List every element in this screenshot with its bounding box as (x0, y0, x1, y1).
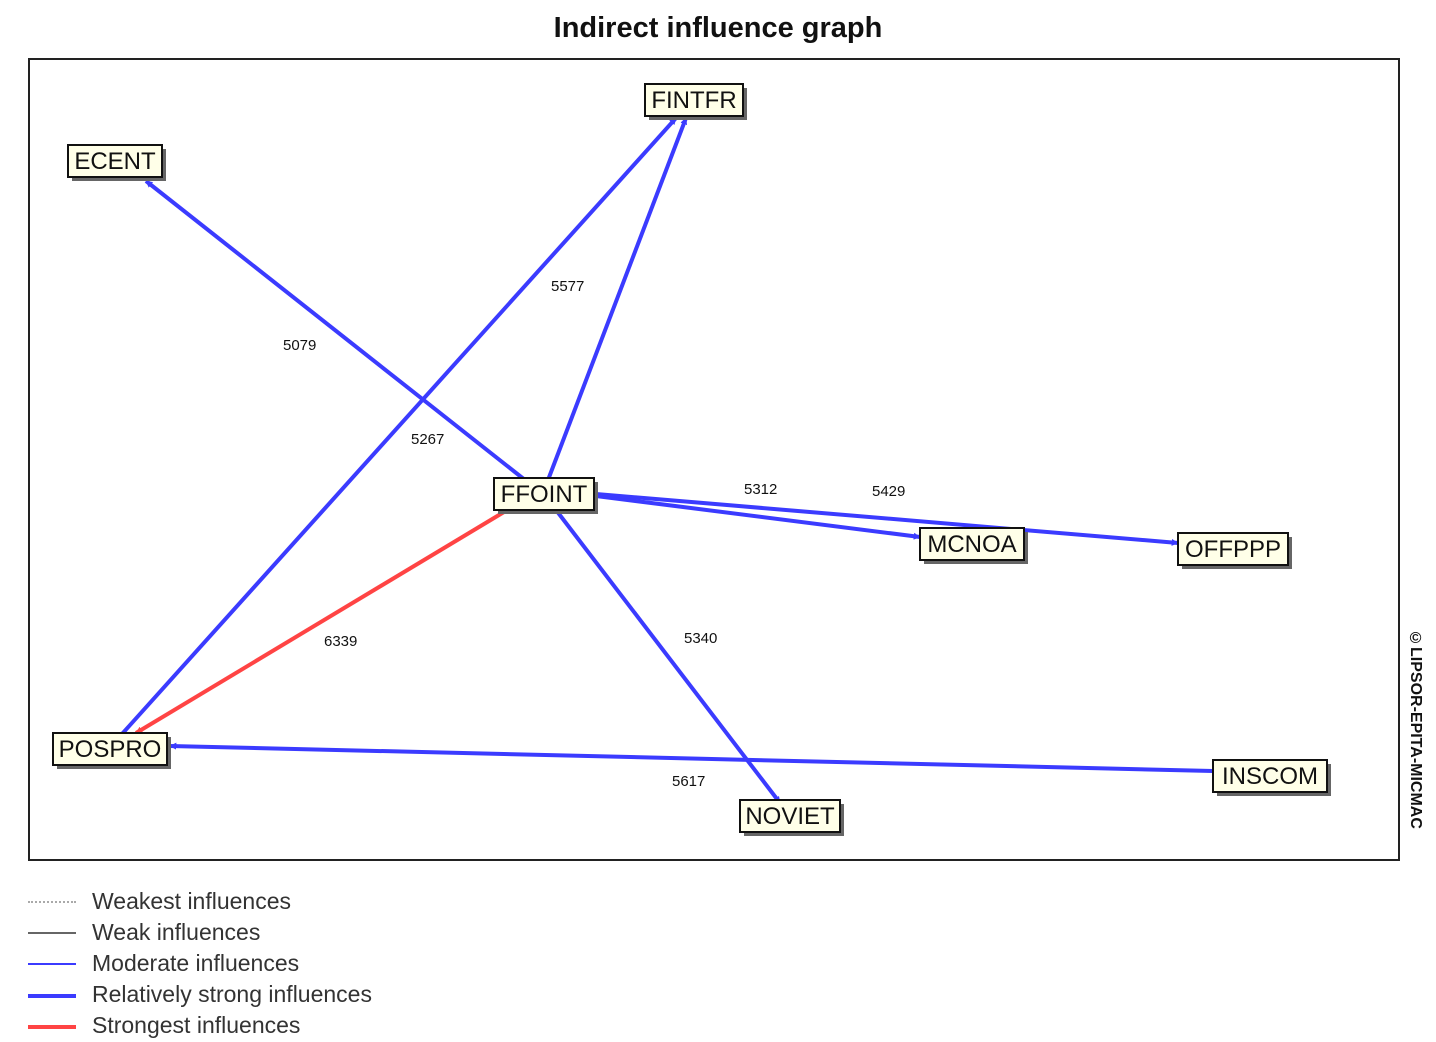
edges-layer (120, 116, 1214, 805)
node-noviet: NOVIET (739, 799, 844, 836)
node-label: POSPRO (59, 736, 162, 763)
node-box (1212, 759, 1328, 793)
edge-labels-layer: 5079 5267 5577 5312 5429 5340 6339 5617 (283, 278, 905, 790)
node-box (919, 527, 1025, 561)
edge-inscom-to-pospro (169, 742, 1214, 773)
edge-label: 5312 (744, 481, 777, 498)
copyright-watermark: ©LIPSOR-EPITA-MICMAC (1407, 630, 1424, 829)
edge-ffoint-to-ecent (144, 179, 527, 482)
node-label: FFOINT (501, 481, 588, 508)
legend-label: Moderate influences (92, 950, 300, 976)
edge-label: 5617 (672, 773, 705, 790)
edge-label: 6339 (324, 633, 357, 650)
legend-label: Strongest influences (92, 1012, 301, 1038)
node-box (1177, 532, 1289, 566)
legend-line-weak (28, 932, 76, 934)
node-label: OFFPPP (1185, 536, 1281, 563)
node-inscom: INSCOM (1212, 759, 1331, 796)
graph-title: Indirect influence graph (553, 12, 883, 44)
node-label: ECENT (74, 148, 156, 175)
node-ffoint: FFOINT (493, 477, 598, 514)
node-box (644, 83, 744, 117)
node-box (52, 732, 168, 766)
node-ecent: ECENT (67, 144, 166, 181)
edge-pospro-to-fintfr (120, 116, 678, 736)
node-label: FINTFR (651, 87, 736, 114)
node-pospro: POSPRO (52, 732, 171, 769)
edge-label: 5429 (872, 483, 905, 500)
edge-label: 5577 (551, 278, 584, 295)
legend-line-relatively-strong (28, 994, 76, 998)
edge-ffoint-to-pospro (134, 510, 506, 735)
node-label: NOVIET (745, 803, 835, 830)
node-box (739, 799, 841, 833)
node-box (493, 477, 595, 511)
legend-line-strongest (28, 1025, 76, 1029)
node-label: MCNOA (927, 531, 1016, 558)
legend-line-moderate (28, 963, 76, 965)
edge-ffoint-to-offppp (595, 492, 1179, 546)
node-mcnoa: MCNOA (919, 527, 1028, 564)
node-label: INSCOM (1222, 763, 1318, 790)
edge-ffoint-to-noviet (554, 508, 782, 805)
legend-label: Weakest influences (92, 888, 292, 914)
node-offppp: OFFPPP (1177, 532, 1292, 569)
legend-label: Weak influences (92, 919, 261, 945)
legend-line-weakest (28, 901, 76, 903)
legend-label: Relatively strong influences (92, 981, 372, 1007)
edge-ffoint-to-fintfr (546, 117, 688, 481)
graph-frame (28, 58, 1400, 861)
node-fintfr: FINTFR (644, 83, 747, 120)
nodes-layer: FINTFR ECENT FFOINT MCNOA OFFPPP POSPRO INSCOM… (52, 83, 1331, 836)
node-box (67, 144, 163, 178)
edge-label: 5267 (411, 431, 444, 448)
edge-ffoint-to-mcnoa (595, 494, 921, 540)
edge-label: 5079 (283, 337, 316, 354)
edge-label: 5340 (684, 630, 717, 647)
